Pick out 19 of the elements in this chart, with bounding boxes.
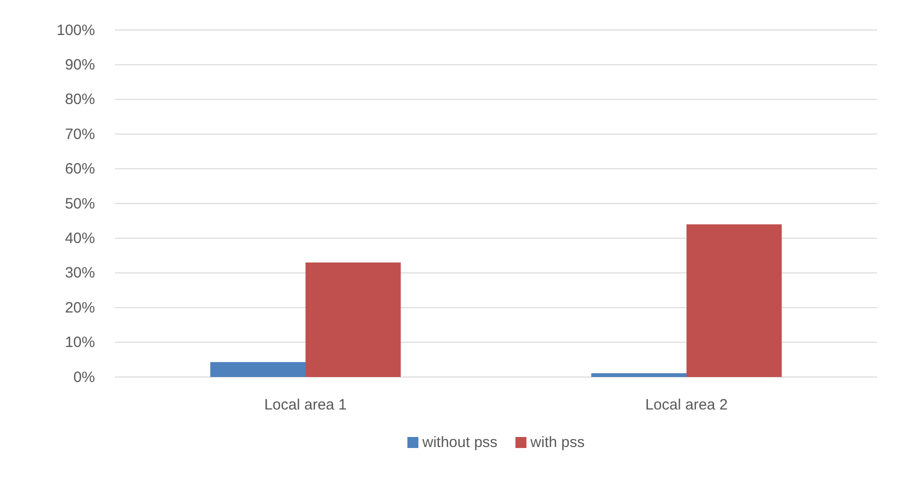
bar: [306, 262, 401, 377]
y-tick-label: 60%: [64, 160, 95, 178]
legend-label: without pss: [421, 434, 498, 451]
x-tick-label: Local area 2: [645, 396, 728, 414]
y-tick-label: 20%: [64, 299, 95, 316]
bar: [686, 224, 782, 377]
bar: [591, 373, 686, 377]
y-tick-label: 10%: [64, 334, 95, 352]
y-tick-label: 40%: [64, 230, 95, 247]
bar: [210, 362, 306, 377]
y-tick-label: 90%: [64, 56, 95, 74]
y-tick-label: 80%: [64, 91, 95, 108]
y-tick-label: 30%: [64, 264, 95, 282]
y-tick-label: 0%: [73, 368, 95, 386]
y-tick-label: 70%: [64, 126, 95, 143]
legend-label: with pss: [529, 434, 585, 451]
y-tick-label: 50%: [64, 195, 95, 212]
y-tick-label: 100%: [56, 22, 95, 39]
x-tick-label: Local area 1: [264, 396, 347, 414]
